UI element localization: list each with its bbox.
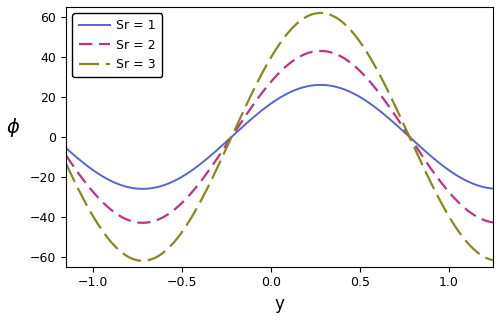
Sr = 2 [357, 69, 363, 73]
Sr = 2 [140, 221, 145, 225]
Sr = 3 [357, 40, 363, 44]
Sr = 2 [236, 124, 242, 127]
Y-axis label: ϕ: ϕ [7, 118, 20, 137]
Sr = 3 [252, 86, 258, 90]
Sr = 3 [63, 162, 69, 166]
Sr = 3 [318, 11, 324, 15]
Sr = 1 [318, 83, 324, 87]
Sr = 2 [106, 207, 112, 211]
Sr = 1 [63, 146, 69, 150]
Sr = 1 [252, 114, 258, 118]
Sr = 1 [404, 133, 410, 137]
Sr = 1 [490, 187, 496, 190]
Line: Sr = 2: Sr = 2 [66, 51, 493, 223]
Sr = 3 [106, 238, 112, 242]
Sr = 2 [63, 154, 69, 157]
Sr = 2 [318, 49, 324, 53]
Line: Sr = 1: Sr = 1 [66, 85, 493, 189]
X-axis label: y: y [274, 295, 284, 313]
Sr = 2 [490, 220, 496, 224]
Sr = 3 [404, 131, 410, 135]
Sr = 1 [106, 178, 112, 182]
Sr = 1 [397, 126, 403, 130]
Sr = 1 [357, 95, 363, 99]
Line: Sr = 3: Sr = 3 [66, 13, 493, 261]
Sr = 2 [252, 101, 258, 105]
Sr = 2 [404, 132, 410, 136]
Sr = 2 [397, 121, 403, 124]
Sr = 3 [490, 258, 496, 262]
Sr = 3 [236, 118, 242, 122]
Sr = 1 [140, 187, 145, 191]
Legend: Sr = 1, Sr = 2, Sr = 3: Sr = 1, Sr = 2, Sr = 3 [72, 13, 162, 77]
Sr = 3 [140, 259, 145, 263]
Sr = 3 [397, 114, 403, 118]
Sr = 1 [236, 128, 242, 132]
